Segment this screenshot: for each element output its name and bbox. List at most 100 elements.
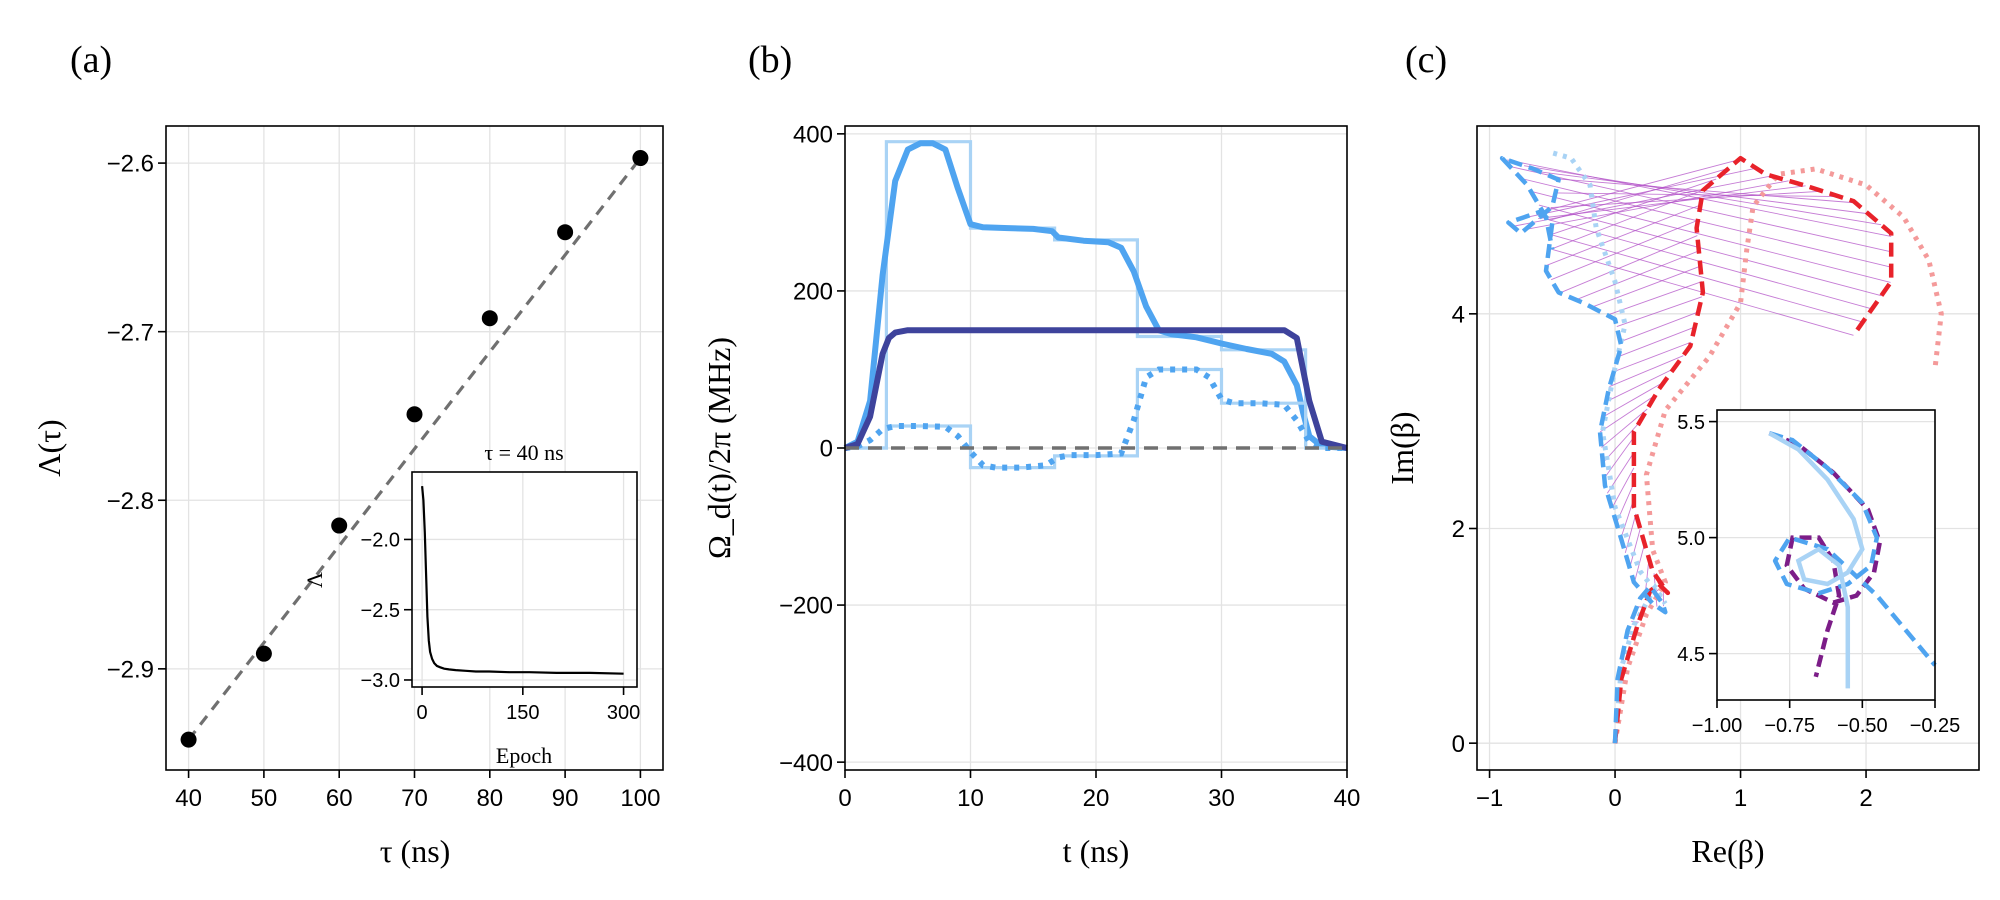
y-tick-label-c: 4 <box>1452 301 1465 328</box>
x-tick-label-a-inset: 0 <box>417 702 428 724</box>
x-tick-label-b: 10 <box>957 785 984 812</box>
data-point <box>632 150 649 167</box>
y-tick-label-c: 0 <box>1452 731 1465 758</box>
y-tick-label-a: −2.6 <box>107 151 154 178</box>
connector-line <box>1591 265 1701 308</box>
fit-line <box>187 157 642 741</box>
inset-title-a: τ = 40 ns <box>484 440 563 465</box>
inset-x-label-a: Epoch <box>496 743 552 768</box>
connector-line <box>1611 467 1635 509</box>
connector-line <box>1629 528 1641 568</box>
connector-line <box>1601 408 1648 448</box>
connector-line <box>1602 381 1665 418</box>
data-point <box>255 645 272 662</box>
connector-line <box>1605 368 1674 403</box>
connector-line <box>1525 180 1789 230</box>
series-blue-trajectory <box>1499 155 1668 744</box>
x-tick-label-b: 20 <box>1083 785 1110 812</box>
x-tick-label-a: 90 <box>552 785 579 812</box>
data-point <box>331 517 348 534</box>
x-tick-label-c-inset: −1.00 <box>1692 715 1743 737</box>
connector-line <box>1575 250 1700 301</box>
connector-line <box>1556 178 1856 204</box>
y-tick-label-a-inset: −2.5 <box>361 600 400 622</box>
x-tick-label-a: 40 <box>175 785 202 812</box>
connector-line <box>1613 341 1692 373</box>
y-tick-label-b: 400 <box>793 121 833 148</box>
data-point <box>481 310 498 327</box>
x-tick-label-a: 50 <box>251 785 278 812</box>
panel-label-b: (b) <box>748 39 792 81</box>
connector-line <box>1620 311 1699 343</box>
inset-frame-c <box>1716 409 1936 701</box>
connector-line <box>1512 175 1772 227</box>
series-real-smooth <box>843 140 1348 451</box>
inset-a: 0 150 300 −3.0 −2.5 −2.0 τ = 40 ns Epoch Λ <box>302 440 640 768</box>
connector-line <box>1624 513 1637 554</box>
y-tick-label-b: 0 <box>820 436 833 463</box>
data-point <box>406 406 423 423</box>
x-axis-label-a: τ (ns) <box>380 833 451 869</box>
connector-line <box>1530 190 1891 283</box>
panel-a: (a) 40 50 60 70 80 90 100 −2.9 −2.8 −2.7 −2.6 τ (n… <box>31 39 664 869</box>
x-tick-label-a: 60 <box>326 785 353 812</box>
x-tick-label-b: 40 <box>1334 785 1361 812</box>
y-tick-label-b: −200 <box>779 593 833 620</box>
x-tick-label-c-inset: −0.75 <box>1764 715 1815 737</box>
connector-line <box>1550 219 1699 281</box>
x-tick-label-c-inset: −0.50 <box>1837 715 1888 737</box>
x-tick-label-a: 100 <box>620 785 660 812</box>
x-axis-label-b: t (ns) <box>1063 833 1130 869</box>
y-tick-label-c-inset: 5.0 <box>1677 528 1705 550</box>
x-tick-label-c: 1 <box>1734 785 1747 812</box>
inset-frame-a <box>411 471 638 688</box>
series-constant-amplitude <box>844 327 1348 451</box>
y-axis-label-b: Ω_d(t)/2π (MHz) <box>701 337 737 559</box>
y-tick-label-c-inset: 4.5 <box>1677 644 1705 666</box>
y-tick-label-a-inset: −3.0 <box>361 670 400 692</box>
x-tick-label-c-inset: −0.25 <box>1910 715 1961 737</box>
data-point <box>180 731 197 748</box>
loss-curve <box>421 485 624 675</box>
inset-c: −1.00 −0.75 −0.50 −0.25 4.5 5.0 5.5 <box>1677 409 1961 737</box>
connector-line <box>1540 171 1869 215</box>
connector-line <box>1609 355 1684 387</box>
connector-line <box>1507 159 1892 237</box>
connector-line <box>1538 185 1806 219</box>
connector-line <box>1618 326 1695 358</box>
connector-line <box>1599 394 1656 433</box>
y-axis-label-c: Im(β) <box>1384 411 1420 484</box>
y-tick-label-b: 200 <box>793 279 833 306</box>
y-tick-label-a-inset: −2.0 <box>361 530 400 552</box>
connector-line <box>1549 233 1863 323</box>
inset-y-label-a: Λ <box>302 572 327 588</box>
y-tick-label-a: −2.7 <box>107 319 154 346</box>
x-tick-label-a-inset: 300 <box>607 702 640 724</box>
x-tick-label-b: 30 <box>1208 785 1235 812</box>
inset-series-light-blue <box>1768 431 1865 689</box>
inset-series-blue <box>1768 431 1937 667</box>
y-tick-label-a: −2.8 <box>107 488 154 515</box>
connector-line <box>1550 190 1823 209</box>
x-axis-label-c: Re(β) <box>1691 833 1764 869</box>
axes-frame-c <box>1476 125 1980 771</box>
y-tick-label-c-inset: 5.5 <box>1677 412 1705 434</box>
connector-line <box>1546 218 1873 310</box>
panel-c: (c) −1 0 1 2 0 2 4 Re(β) Im(β) −1.00 −0.75 −0.50… <box>1384 39 1980 869</box>
panel-b: (b) 0 10 20 30 40 −400 −200 0 200 400 t (ns) Ω_d(… <box>701 39 1360 869</box>
x-tick-label-c: 2 <box>1859 785 1872 812</box>
y-axis-label-a: Λ(τ) <box>31 419 67 476</box>
x-tick-label-a-inset: 150 <box>506 702 539 724</box>
data-point <box>557 224 574 241</box>
x-tick-label-b: 0 <box>838 785 851 812</box>
connector-line <box>1559 235 1698 294</box>
x-tick-label-c: 0 <box>1608 785 1621 812</box>
panel-label-a: (a) <box>70 39 112 81</box>
panel-label-c: (c) <box>1405 39 1447 81</box>
connector-line <box>1538 204 1882 297</box>
y-tick-label-c: 2 <box>1452 516 1465 543</box>
series-imag-smooth <box>844 366 1347 471</box>
connector-line <box>1520 178 1892 268</box>
x-tick-label-a: 80 <box>476 785 503 812</box>
